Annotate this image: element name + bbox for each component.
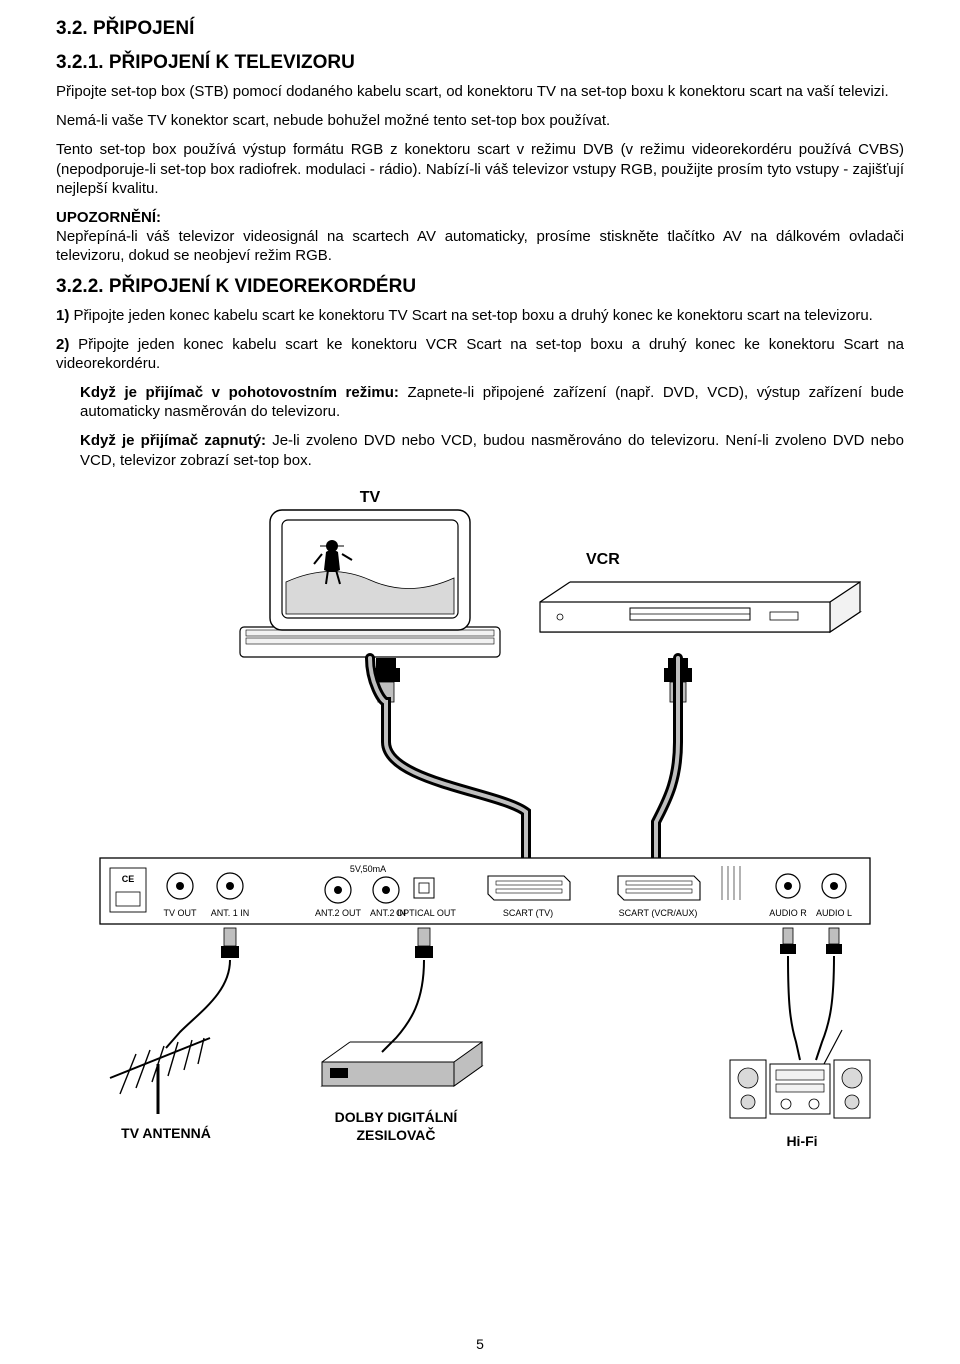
- cable-audio-l: [816, 956, 834, 1060]
- warning-label: UPOZORNĚNÍ:: [56, 209, 161, 226]
- subsection-1-p3: Tento set-top box používá výstup formátu…: [56, 140, 904, 198]
- vcr-icon: VCR: [540, 551, 860, 632]
- dolby-label-2: ZESILOVAČ: [356, 1126, 435, 1143]
- cable-vcr-scart: [656, 658, 678, 858]
- rca-plug-l: [826, 928, 842, 954]
- tv-label: TV: [360, 489, 381, 506]
- subsection-2-number: 3.2.2.: [56, 276, 104, 297]
- vcr-label: VCR: [586, 551, 620, 568]
- port-scart-vcr: SCART (VCR/AUX): [618, 876, 700, 918]
- subsection-2-title: PŘIPOJENÍ K VIDEOREKORDÉRU: [109, 276, 416, 297]
- subsection-1-title: PŘIPOJENÍ K TELEVIZORU: [109, 52, 355, 73]
- poweron-paragraph: Když je přijímač zapnutý: Je-li zvoleno …: [80, 431, 904, 469]
- list-item-2: 2) Připojte jeden konec kabelu scart ke …: [56, 335, 904, 373]
- optical-plug: [415, 928, 433, 958]
- tv-antenna-label: TV ANTENNÁ: [121, 1125, 211, 1141]
- subsection-2-heading: 3.2.2. PŘIPOJENÍ K VIDEOREKORDÉRU: [56, 276, 904, 298]
- standby-lead: Když je přijímač v pohotovostním režimu:: [80, 384, 399, 401]
- page-number: 5: [0, 1336, 960, 1352]
- port-ant2out-label: ANT.2 OUT: [315, 908, 362, 918]
- warning-body: Nepřepíná-li váš televizor videosignál n…: [56, 228, 904, 264]
- port-scart-tv-label: SCART (TV): [503, 908, 553, 918]
- ce-mark: CE: [122, 874, 135, 884]
- antenna-plug: [221, 928, 239, 958]
- subsection-1-heading: 3.2.1. PŘIPOJENÍ K TELEVIZORU: [56, 52, 904, 74]
- port-scart-vcr-label: SCART (VCR/AUX): [619, 908, 698, 918]
- list-item-1: 1) Připojte jeden konec kabelu scart ke …: [56, 306, 904, 325]
- poweron-lead: Když je přijímač zapnutý:: [80, 432, 266, 449]
- cable-antenna: [166, 960, 230, 1048]
- section-heading: 3.2. PŘIPOJENÍ: [56, 18, 904, 40]
- list-item-1-lead: 1): [56, 307, 69, 324]
- cable-optical: [382, 960, 424, 1052]
- standby-paragraph: Když je přijímač v pohotovostním režimu:…: [80, 383, 904, 421]
- subsection-1-p1: Připojte set-top box (STB) pomocí dodané…: [56, 82, 904, 101]
- warning-paragraph: UPOZORNĚNÍ: Nepřepíná-li váš televizor v…: [56, 208, 904, 266]
- dolby-amp-icon: DOLBY DIGITÁLNÍ ZESILOVAČ: [322, 1042, 482, 1143]
- connection-diagram: .lbl { font-family: Arial, sans-serif; f…: [56, 482, 904, 1162]
- subsection-1-p2: Nemá-li vaše TV konektor scart, nebude b…: [56, 111, 904, 130]
- port-audior-label: AUDIO R: [769, 908, 807, 918]
- section-title: PŘIPOJENÍ: [93, 18, 194, 39]
- rca-plug-r: [780, 928, 796, 954]
- section-number: 3.2.: [56, 18, 88, 39]
- dolby-label-1: DOLBY DIGITÁLNÍ: [335, 1109, 459, 1125]
- power-rating-label: 5V,50mA: [350, 864, 386, 874]
- port-optical-label: OPTICAL OUT: [396, 908, 456, 918]
- tv-antenna-icon: TV ANTENNÁ: [110, 1038, 211, 1141]
- list-item-1-body: Připojte jeden konec kabelu scart ke kon…: [74, 307, 873, 324]
- settopbox-rear-panel: CE TV OUT ANT. 1 IN 5V,50mA ANT.2 OUT: [100, 858, 870, 924]
- tv-icon: TV: [240, 489, 500, 657]
- hifi-label: Hi-Fi: [786, 1133, 817, 1149]
- cable-audio-r: [788, 956, 800, 1060]
- port-ant1in-label: ANT. 1 IN: [211, 908, 250, 918]
- list-item-2-body: Připojte jeden konec kabelu scart ke kon…: [56, 336, 904, 372]
- list-item-2-lead: 2): [56, 336, 69, 353]
- port-tvout-label: TV OUT: [164, 908, 198, 918]
- hifi-icon: Hi-Fi: [730, 1030, 870, 1149]
- port-audiol-label: AUDIO L: [816, 908, 852, 918]
- subsection-1-number: 3.2.1.: [56, 52, 104, 73]
